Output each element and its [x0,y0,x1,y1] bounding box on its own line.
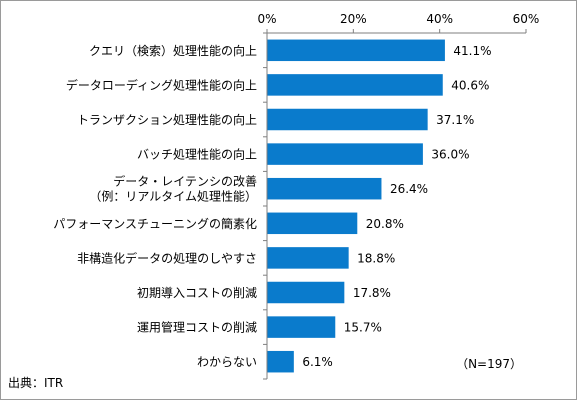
bar [267,143,423,165]
bar [267,212,358,235]
bar [267,108,428,131]
bar [267,39,445,62]
category-label: データローディング処理性能の向上 [66,77,257,92]
value-label: 18.8% [357,251,395,265]
axes [263,32,526,380]
value-label: 17.8% [353,286,391,300]
category-label: 初期導入コストの削減 [137,285,257,300]
x-tick-label: 0% [257,12,276,26]
category-label: （例：リアルタイム処理性能） [89,190,257,204]
sample-size-note: （N=197） [456,357,522,371]
bar [267,74,443,96]
value-labels: 41.1% 40.6% 37.1% 36.0% 26.4% 20.8% 18.8% 17.8%… [302,44,491,369]
value-label: 36.0% [431,148,469,162]
category-label: トランザクション処理性能の向上 [77,112,257,127]
bar [267,177,382,200]
x-tick-label: 40% [426,12,453,26]
bar [267,316,336,338]
category-labels: クエリ（検索）処理性能の向上データローディング処理性能の向上トランザクション処理… [53,43,257,369]
value-label: 6.1% [302,355,333,369]
bar [267,281,345,304]
category-label: わからない [197,355,257,369]
value-label: 15.7% [344,321,382,335]
x-tick-label: 20% [340,12,367,26]
value-label: 37.1% [436,113,474,127]
value-label: 20.8% [366,217,404,231]
category-label: クエリ（検索）処理性能の向上 [89,43,257,58]
value-label: 26.4% [390,182,428,196]
bar [267,247,349,269]
bar [267,350,294,373]
value-label: 40.6% [451,78,489,92]
x-tick-label: 60% [513,12,540,26]
x-axis-ticks: 0% 20% 40% 60% [257,12,539,33]
source-note: 出典：ITR [8,376,63,390]
bars [267,39,445,373]
category-label: 非構造化データの処理のしやすさ [77,250,257,265]
category-label: バッチ処理性能の向上 [137,147,257,162]
category-label: データ・レイテンシの改善 [113,174,257,189]
value-label: 41.1% [453,44,491,58]
category-label: 運用管理コストの削減 [137,320,257,335]
category-label: パフォーマンスチューニングの簡素化 [53,216,257,231]
